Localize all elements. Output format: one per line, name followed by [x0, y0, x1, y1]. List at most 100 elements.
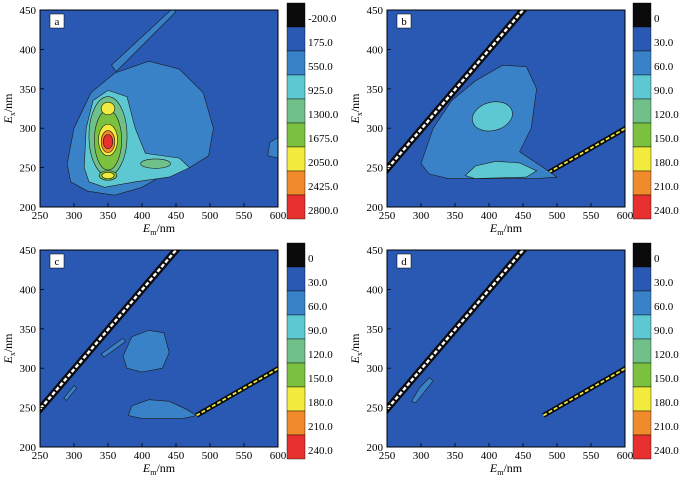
y-tick-label: 350	[367, 324, 384, 336]
x-tick-label: 550	[236, 450, 253, 462]
x-tick-label: 500	[549, 450, 566, 462]
y-tick-label: 300	[20, 363, 37, 375]
colorbar-label: 60.0	[654, 301, 674, 313]
colorbar-label: 240.0	[654, 445, 679, 457]
x-axis-title: Em/nm	[489, 221, 523, 237]
colorbar-label: 210.0	[654, 181, 679, 193]
colorbar-swatch	[632, 242, 652, 268]
colorbar-label: 2425.0	[308, 181, 339, 193]
colorbar-swatch	[286, 314, 306, 340]
panel-label: a	[55, 16, 60, 28]
colorbar-label: -200.0	[308, 13, 337, 25]
panel-label: d	[401, 256, 407, 268]
colorbar-swatch	[632, 434, 652, 460]
colorbar-label: 925.0	[308, 85, 333, 97]
x-tick-label: 400	[134, 210, 151, 222]
contour-level-925-b	[140, 158, 171, 169]
colorbar-swatch	[286, 242, 306, 268]
y-tick-label: 350	[20, 324, 37, 336]
x-tick-label: 450	[515, 450, 532, 462]
colorbar-label: 150.0	[654, 133, 679, 145]
plot-frame	[386, 9, 626, 208]
contour-level-175-band	[110, 10, 177, 72]
colorbar-label: 0	[654, 253, 660, 265]
colorbar-swatch	[286, 50, 306, 76]
colorbar-swatch	[632, 194, 652, 220]
plot-frame	[39, 9, 279, 208]
colorbar: 0 30.0 60.0 90.0 120.0 150.0 180.0 210.0 240.0	[286, 242, 333, 460]
colorbar-swatch	[632, 314, 652, 340]
colorbar-swatch	[632, 98, 652, 124]
colorbar-swatch	[632, 26, 652, 52]
panel-label-box	[49, 13, 65, 29]
colorbar-label: 550.0	[308, 61, 333, 73]
colorbar-swatch	[286, 194, 306, 220]
y-tick-label: 400	[20, 284, 37, 296]
contour-layer	[387, 250, 625, 418]
x-tick-label: 450	[168, 450, 185, 462]
colorbar-label: 30.0	[654, 37, 674, 49]
y-tick-label: 250	[367, 403, 384, 415]
colorbar-label: 1300.0	[308, 109, 339, 121]
colorbar-swatch	[286, 2, 306, 28]
colorbar-label: 240.0	[654, 205, 679, 217]
x-tick-label: 450	[168, 210, 185, 222]
contour-level-60-b	[464, 160, 538, 179]
colorbar-swatch	[632, 122, 652, 148]
contour-level-2050-b	[101, 172, 115, 179]
colorbar-label: 30.0	[308, 277, 328, 289]
y-tick-label: 400	[367, 44, 384, 56]
contour-level-2050-top	[100, 101, 116, 116]
contour-level-30	[122, 330, 170, 373]
colorbar-swatch	[286, 266, 306, 292]
x-axis-title: Em/nm	[489, 461, 523, 477]
x-tick-label: 600	[270, 450, 287, 462]
x-tick-label: 600	[617, 210, 634, 222]
y-tick-label: 400	[20, 44, 37, 56]
x-tick-label: 300	[66, 210, 83, 222]
x-tick-label: 400	[134, 450, 151, 462]
colorbar-label: 2050.0	[308, 157, 339, 169]
panel-label: c	[55, 256, 60, 268]
colorbar-swatch	[632, 386, 652, 412]
x-tick-label: 350	[447, 210, 464, 222]
x-tick-label: 300	[413, 450, 430, 462]
y-tick-label: 200	[20, 202, 37, 214]
colorbar-swatch	[286, 146, 306, 172]
contour-level-175-edge	[267, 137, 278, 159]
colorbar-swatch	[632, 74, 652, 100]
contour-layer	[387, 10, 625, 179]
colorbar: 0 30.0 60.0 90.0 120.0 150.0 180.0 210.0 240.0	[632, 242, 679, 460]
colorbar-label: 120.0	[654, 349, 679, 361]
colorbar-swatch	[632, 2, 652, 28]
contour-level-2800	[102, 134, 114, 149]
y-tick-label: 250	[367, 163, 384, 175]
colorbar-label: 90.0	[654, 325, 674, 337]
colorbar-swatch	[632, 338, 652, 364]
colorbar-label: 180.0	[308, 397, 333, 409]
x-tick-label: 550	[583, 450, 600, 462]
plot-frame	[386, 249, 626, 448]
y-tick-label: 450	[367, 245, 384, 257]
x-tick-label: 500	[202, 450, 219, 462]
contour-level-60	[472, 101, 513, 132]
x-tick-label: 300	[66, 450, 83, 462]
x-tick-label: 250	[32, 210, 49, 222]
rayleigh-scatter-1-core	[387, 10, 525, 172]
y-tick-label: 200	[367, 442, 384, 454]
colorbar-swatch	[286, 26, 306, 52]
rayleigh-scatter-1-core	[387, 250, 525, 412]
contour-layer	[40, 250, 278, 419]
colorbar-swatch	[286, 338, 306, 364]
x-tick-label: 500	[202, 210, 219, 222]
colorbar-swatch	[632, 170, 652, 196]
colorbar-label: 180.0	[654, 157, 679, 169]
colorbar-label: 30.0	[654, 277, 674, 289]
y-tick-label: 200	[20, 442, 37, 454]
plot-frame	[39, 249, 279, 448]
x-tick-label: 350	[447, 450, 464, 462]
colorbar-swatch	[286, 98, 306, 124]
contour-level-30-c	[63, 385, 78, 401]
